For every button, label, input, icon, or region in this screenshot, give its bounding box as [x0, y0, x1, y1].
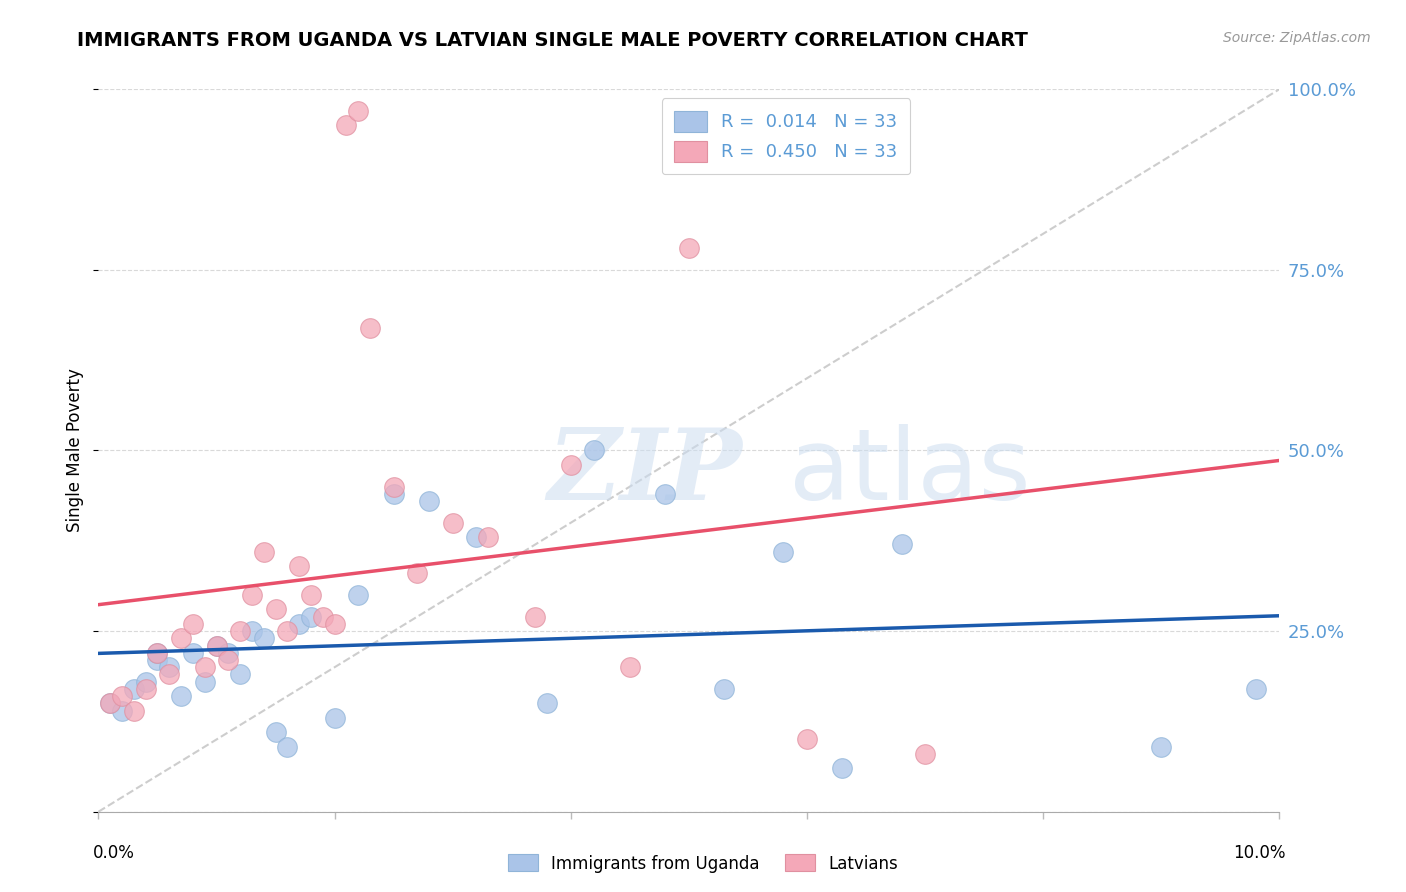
Point: [122, 704, 145, 718]
Point: [240, 624, 263, 639]
Point: [217, 646, 239, 660]
Point: [157, 667, 180, 681]
Text: atlas: atlas: [789, 424, 1031, 521]
Point: [347, 103, 370, 118]
Point: [359, 320, 381, 334]
Point: [299, 588, 322, 602]
Point: [288, 559, 311, 574]
Point: [111, 704, 134, 718]
Point: [312, 609, 335, 624]
Point: [477, 530, 499, 544]
Point: [229, 624, 252, 639]
Point: [796, 732, 818, 747]
Point: [194, 660, 217, 674]
Text: 0.0%: 0.0%: [93, 844, 135, 863]
Point: [205, 639, 228, 653]
Point: [323, 711, 346, 725]
Point: [181, 646, 204, 660]
Point: [276, 624, 298, 639]
Point: [583, 443, 606, 458]
Point: [181, 616, 204, 631]
Point: [382, 487, 405, 501]
Point: [831, 761, 853, 775]
Point: [135, 681, 157, 696]
Point: [678, 241, 700, 255]
Point: [441, 516, 464, 530]
Point: [276, 739, 298, 754]
Point: [170, 632, 193, 646]
Point: [299, 609, 322, 624]
Point: [406, 566, 429, 581]
Point: [323, 616, 346, 631]
Text: ZIP: ZIP: [547, 424, 742, 520]
Point: [122, 681, 145, 696]
Point: [98, 696, 121, 710]
Text: 10.0%: 10.0%: [1233, 844, 1285, 863]
Point: [217, 653, 239, 667]
Point: [524, 609, 547, 624]
Point: [253, 544, 276, 558]
Text: IMMIGRANTS FROM UGANDA VS LATVIAN SINGLE MALE POVERTY CORRELATION CHART: IMMIGRANTS FROM UGANDA VS LATVIAN SINGLE…: [77, 31, 1028, 50]
Point: [418, 494, 440, 508]
Point: [229, 667, 252, 681]
Point: [135, 674, 157, 689]
Point: [347, 588, 370, 602]
Point: [536, 696, 558, 710]
Point: [240, 588, 263, 602]
Point: [111, 689, 134, 703]
Point: [264, 602, 287, 616]
Y-axis label: Single Male Poverty: Single Male Poverty: [66, 368, 84, 533]
Point: [146, 653, 169, 667]
Point: [560, 458, 582, 472]
Point: [264, 725, 287, 739]
Legend: R =  0.014   N = 33, R =  0.450   N = 33: R = 0.014 N = 33, R = 0.450 N = 33: [662, 98, 910, 174]
Point: [205, 639, 228, 653]
Point: [194, 674, 217, 689]
Point: [465, 530, 488, 544]
Point: [1150, 739, 1173, 754]
Point: [772, 544, 794, 558]
Point: [146, 646, 169, 660]
Legend: Immigrants from Uganda, Latvians: Immigrants from Uganda, Latvians: [502, 847, 904, 880]
Point: [170, 689, 193, 703]
Point: [335, 119, 357, 133]
Point: [98, 696, 121, 710]
Point: [619, 660, 641, 674]
Point: [157, 660, 180, 674]
Point: [382, 480, 405, 494]
Point: [654, 487, 676, 501]
Point: [1244, 681, 1267, 696]
Text: Source: ZipAtlas.com: Source: ZipAtlas.com: [1223, 31, 1371, 45]
Point: [253, 632, 276, 646]
Point: [914, 747, 936, 761]
Point: [146, 646, 169, 660]
Point: [288, 616, 311, 631]
Point: [713, 681, 735, 696]
Point: [890, 537, 912, 551]
